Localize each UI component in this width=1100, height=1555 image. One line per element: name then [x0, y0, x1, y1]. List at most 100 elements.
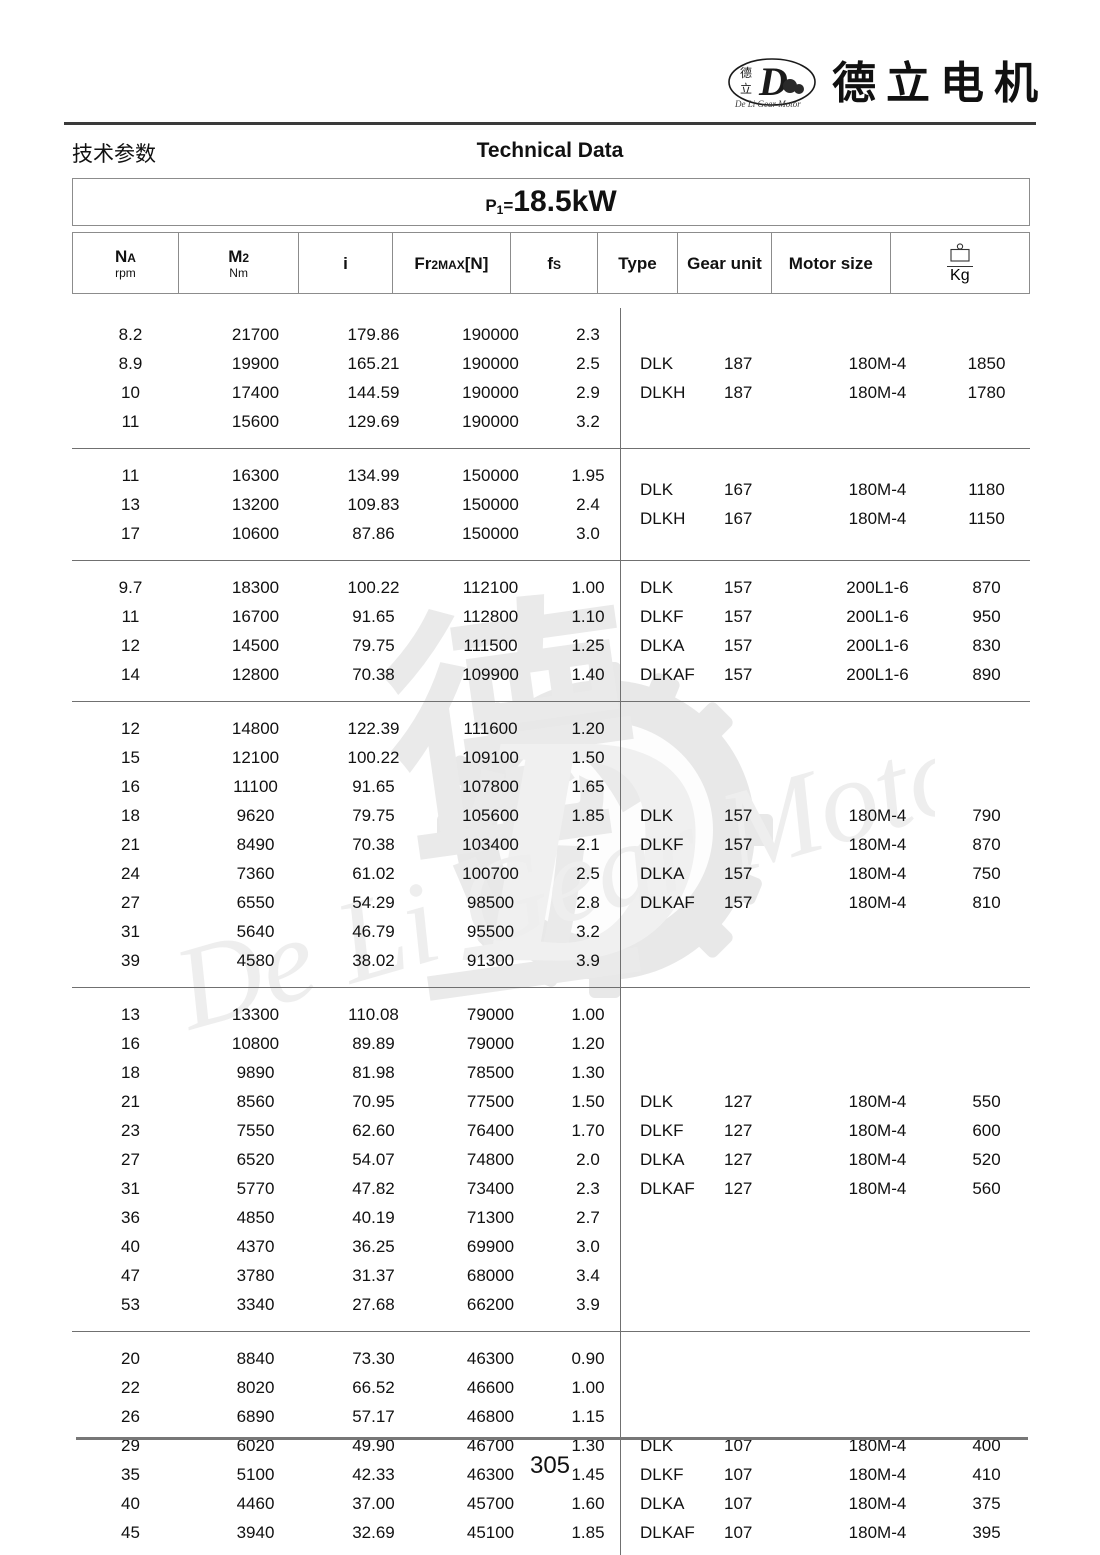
table-row: 18 9620 79.75 105600 1.85	[72, 801, 620, 830]
cell-i: 61.02	[352, 863, 395, 883]
group-ratings: 20 8840 73.30 46300 0.90 22 8020 66.52 46600 1.00…	[72, 1344, 620, 1555]
cell-fr: 79000	[466, 1004, 515, 1024]
cell-type: DLK	[640, 480, 674, 499]
cell-kg: 550	[972, 1091, 1001, 1111]
cell-i: 179.86	[347, 324, 400, 344]
table-row: 47 3780 31.37 68000 3.4	[72, 1261, 620, 1290]
cell-type: DLKF	[640, 834, 684, 854]
cell-fs: 2.7	[576, 1207, 600, 1227]
cell-type: DLKF	[640, 1120, 684, 1140]
cell-fr: 105600	[462, 805, 519, 825]
cell-kg: 520	[972, 1149, 1001, 1169]
column-header-type: Type	[598, 233, 678, 293]
column-header-gear-unit-main: Gear unit	[687, 254, 762, 274]
cell-motor_size: 180M-4	[848, 353, 907, 373]
cell-motor_size: 200L1-6	[846, 635, 909, 655]
cell-motor_size: 180M-4	[848, 1120, 907, 1140]
table-row: 9.7 18300 100.22 112100 1.00	[72, 573, 620, 602]
cell-fr: 100700	[462, 863, 519, 883]
cell-gear_unit: 107	[724, 1522, 753, 1542]
cell-type: DLK	[640, 1435, 674, 1455]
column-header-type-main: Type	[618, 254, 657, 274]
cell-fs: 1.70	[571, 1120, 605, 1140]
data-group: 20 8840 73.30 46300 0.90 22 8020 66.52 46600 1.00…	[72, 1332, 1030, 1555]
cell-fs: 2.1	[576, 834, 600, 854]
cell-m2: 5770	[236, 1178, 275, 1198]
section-title-cn: 技术参数	[72, 142, 156, 166]
cell-m2: 10600	[231, 523, 280, 543]
table-row: 8.2 21700 179.86 190000 2.3	[72, 320, 620, 349]
cell-fs: 1.85	[571, 805, 605, 825]
cell-na: 11	[121, 606, 140, 626]
group-models: DLK 157 180M-4 790 DLKF 157 180M-4 870 DLKA 157 18…	[620, 714, 1030, 975]
cell-motor_size: 180M-4	[848, 834, 907, 854]
cell-kg: 890	[972, 664, 1001, 684]
cell-i: 54.29	[352, 892, 395, 912]
svg-text:立: 立	[740, 81, 752, 96]
cell-fs: 2.3	[576, 324, 600, 344]
cell-fs: 3.0	[576, 1236, 600, 1256]
group-ratings: 11 16300 134.99 150000 1.95 13 13200 109.83 1500…	[72, 461, 620, 548]
cell-fr: 190000	[462, 411, 519, 431]
cell-i: 81.98	[352, 1062, 395, 1082]
cell-i: 57.17	[352, 1406, 395, 1426]
cell-kg: 950	[972, 606, 1001, 626]
cell-m2: 16700	[231, 606, 280, 626]
cell-motor_size: 200L1-6	[846, 606, 909, 626]
cell-m2: 8490	[236, 834, 275, 854]
cell-m2: 17400	[231, 382, 280, 402]
cell-fr: 112100	[462, 577, 519, 597]
cell-m2: 12100	[231, 747, 280, 767]
cell-i: 37.00	[352, 1493, 395, 1513]
cell-fr: 111600	[463, 718, 518, 738]
cell-i: 54.07	[352, 1149, 395, 1169]
cell-kg: 870	[972, 577, 1001, 597]
cell-fr: 45100	[466, 1522, 515, 1542]
cell-m2: 14500	[231, 635, 280, 655]
cell-na: 11	[121, 411, 140, 431]
cell-kg: 1180	[968, 480, 1005, 499]
cell-type: DLKF	[640, 606, 684, 626]
table-row: 27 6520 54.07 74800 2.0	[72, 1145, 620, 1174]
group-models: DLK 107 180M-4 400 DLKF 107 180M-4 410 DLKA 107 18…	[620, 1344, 1030, 1555]
cell-i: 122.39	[347, 718, 400, 738]
company-logo-icon: 德 立 D De Li Gear Motor	[728, 58, 816, 109]
cell-type: DLKH	[640, 509, 686, 528]
cell-fr: 66200	[466, 1294, 515, 1314]
cell-m2: 19900	[231, 353, 280, 373]
cell-m2: 16300	[231, 465, 280, 485]
cell-kg: 400	[972, 1435, 1001, 1455]
cell-type: DLKA	[640, 635, 685, 655]
cell-kg: 600	[972, 1120, 1001, 1140]
model-row: DLK 107 180M-4 400	[620, 1431, 1030, 1460]
cell-fr: 103400	[462, 834, 519, 854]
model-row: DLK 167 180M-4 1180	[620, 476, 1030, 505]
cell-na: 10	[121, 382, 140, 402]
cell-fs: 1.45	[571, 1464, 605, 1484]
cell-na: 36	[121, 1207, 140, 1227]
cell-m2: 13200	[231, 494, 280, 514]
cell-fr: 73400	[466, 1178, 515, 1198]
cell-fr: 79000	[466, 1033, 515, 1053]
cell-fr: 109900	[462, 664, 519, 684]
section-header: 技术参数 Technical Data	[64, 138, 1036, 172]
table-row: 45 3940 32.69 45100 1.85	[72, 1518, 620, 1547]
cell-fs: 2.4	[576, 494, 600, 514]
group-models: DLK 127 180M-4 550 DLKF 127 180M-4 600 DLKA 127 18…	[620, 1000, 1030, 1319]
table-row: 11 16300 134.99 150000 1.95	[72, 461, 620, 490]
cell-i: 47.82	[352, 1178, 395, 1198]
table-row: 13 13200 109.83 150000 2.4	[72, 490, 620, 519]
power-rating-text: P 1 = 18.5kW	[485, 185, 616, 219]
table-row: 23 7550 62.60 76400 1.70	[72, 1116, 620, 1145]
cell-m2: 3780	[236, 1265, 275, 1285]
model-row: DLK 127 180M-4 550	[620, 1087, 1030, 1116]
cell-i: 31.28	[322, 1552, 425, 1555]
table-row: 27 6550 54.29 98500 2.8	[72, 888, 620, 917]
cell-fr: 46300	[466, 1348, 515, 1368]
cell-kg: 560	[972, 1178, 1001, 1198]
cell-na: 18	[121, 1062, 140, 1082]
model-row: DLKF 157 180M-4 870	[620, 830, 1030, 859]
cell-na: 53	[121, 1294, 140, 1314]
cell-i: 79.75	[352, 805, 395, 825]
cell-m2: 4460	[236, 1493, 275, 1513]
